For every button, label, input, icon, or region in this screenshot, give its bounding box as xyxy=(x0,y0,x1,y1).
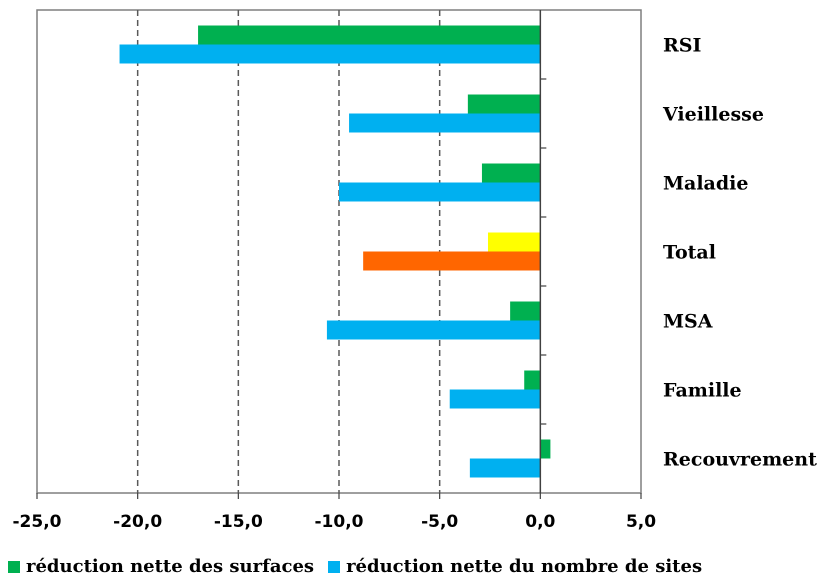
bar-recouvrement-series-1 xyxy=(469,458,541,478)
bar-maladie-series-0 xyxy=(481,163,541,183)
legend-label-sites: réduction nette du nombre de sites xyxy=(346,556,703,577)
bar-msa-series-0 xyxy=(510,301,541,321)
axes xyxy=(36,10,642,499)
x-tick-label-3: -10,0 xyxy=(315,512,364,532)
x-tick-label-2: -15,0 xyxy=(214,512,263,532)
x-tick-label-1: -20,0 xyxy=(113,512,162,532)
category-labels: RSI Vieillesse Maladie Total MSA Famille Recou… xyxy=(662,35,817,471)
bar-maladie-series-1 xyxy=(339,182,541,202)
bar-recouvrement-series-0 xyxy=(540,439,551,459)
bars xyxy=(119,25,551,478)
category-label-vieillesse: Vieillesse xyxy=(662,104,764,126)
x-tick-label-6: 5,0 xyxy=(626,512,656,532)
category-label-famille: Famille xyxy=(663,380,742,402)
legend-swatch-surfaces xyxy=(8,560,20,573)
category-label-maladie: Maladie xyxy=(663,173,748,195)
category-label-total: Total xyxy=(663,242,716,264)
legend-label-surfaces: réduction nette des surfaces xyxy=(26,556,315,577)
bar-total-series-1 xyxy=(363,251,541,271)
bar-chart: -25,0 -20,0 -15,0 -10,0 -5,0 0,0 5,0 RSI Vieill… xyxy=(13,9,817,532)
legend-item-sites: réduction nette du nombre de sites xyxy=(328,556,702,577)
bar-vieillesse-series-0 xyxy=(467,94,541,114)
legend-swatch-sites xyxy=(328,560,341,573)
bar-rsi-series-0 xyxy=(198,25,541,45)
category-label-recouvrement: Recouvrement xyxy=(663,449,817,471)
bar-msa-series-1 xyxy=(326,320,541,340)
category-label-rsi: RSI xyxy=(663,35,702,57)
bar-rsi-series-1 xyxy=(119,44,541,64)
category-label-msa: MSA xyxy=(663,311,713,333)
legend-item-surfaces: réduction nette des surfaces xyxy=(8,556,314,577)
x-tick-labels: -25,0 -20,0 -15,0 -10,0 -5,0 0,0 5,0 xyxy=(13,512,657,532)
bar-vieillesse-series-1 xyxy=(349,113,541,133)
bar-famille-series-1 xyxy=(449,389,541,409)
bar-famille-series-0 xyxy=(524,370,541,390)
bar-total-series-0 xyxy=(487,232,541,252)
legend: réduction nette des surfaces réduction n… xyxy=(8,556,716,577)
x-tick-label-5: 0,0 xyxy=(525,512,555,532)
x-tick-label-0: -25,0 xyxy=(13,512,62,532)
x-tick-label-4: -5,0 xyxy=(421,512,458,532)
